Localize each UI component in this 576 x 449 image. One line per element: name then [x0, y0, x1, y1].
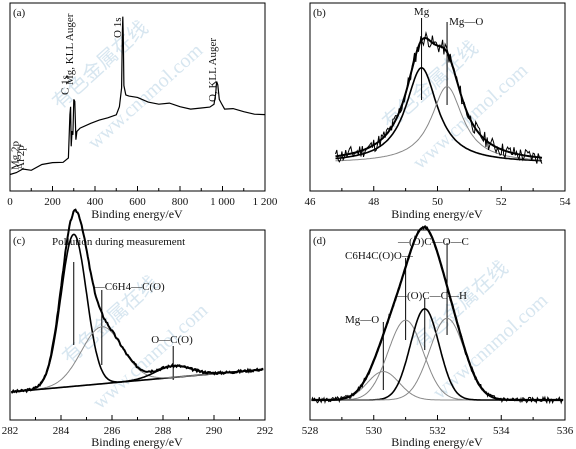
panel-b-annotation-mgo: Mg—O: [449, 16, 483, 28]
panel-c-xtick-label: 288: [155, 425, 172, 437]
panel-a-series: [9, 16, 266, 176]
panel-d-xtick-label: 528: [302, 425, 319, 437]
panel-d-series: [311, 225, 564, 405]
panel-a-annotation-o1s: O 1s: [112, 18, 124, 38]
panel-b-xtick-label: 52: [496, 196, 507, 208]
panel-d-xtick-label: 532: [429, 425, 446, 437]
panel-c-label: (c): [13, 235, 26, 247]
panel-b-annotations: Mg Mg—O: [414, 6, 483, 105]
panel-b-envelope-line: [335, 36, 543, 159]
panel-d-xtick-label: 534: [493, 425, 510, 437]
panel-c: (c) Pollution during measurement 282 284 2…: [2, 208, 274, 449]
panel-c-xtick-label: 284: [53, 425, 70, 437]
panel-d-annotation-ocoh: —(O)C—C—H: [395, 290, 467, 302]
panel-c-annotation-oco: O—C(O): [151, 334, 193, 346]
panel-a-spectrum-line: [9, 16, 266, 176]
panel-c-frame: [9, 229, 266, 421]
panel-d-xtick-label: 530: [366, 425, 383, 437]
panel-b-annotation-mg: Mg: [414, 6, 430, 18]
panel-b-xtick-label: 46: [305, 196, 317, 208]
panel-c-envelope-line: [11, 208, 264, 394]
panel-a-xtick-label: 600: [129, 196, 146, 208]
panel-c-xtick-label: 282: [2, 425, 19, 437]
panel-b-label: (b): [313, 7, 326, 19]
panel-d-xlabel: Binding energy/eV: [391, 435, 483, 449]
panel-a-annotation-mgkll: Mg, KLL Auger: [64, 13, 76, 85]
panel-b: (b) 46 48 50 52 54 Mg Mg—O Binding energy/eV: [305, 2, 572, 221]
panel-b-xtick-label: 54: [560, 196, 572, 208]
panel-a-label: (a): [13, 7, 26, 19]
panel-b-ticks: 46 48 50 52 54: [305, 186, 572, 208]
panel-a-annotation-al2p: Al 2p: [15, 145, 27, 170]
panel-d: (d) 528 530 532 534 536 Mg—O C6H4C(O)O— —(O)C—…: [302, 225, 574, 449]
panel-a-annotation-c1s: C 1s: [60, 75, 72, 95]
panel-a-annotation-okll: O, KLL Auger: [207, 38, 219, 102]
panel-c-xtick-label: 292: [257, 425, 274, 437]
panel-d-raw-line: [311, 225, 564, 405]
panel-c-annotation-c6h4: —C6H4—C(O): [93, 281, 165, 293]
panel-b-component-1: [335, 86, 543, 162]
panel-a-xtick-label: 800: [172, 196, 189, 208]
panel-d-ticks: 528 530 532 534 536: [302, 415, 574, 437]
panel-b-xtick-label: 48: [368, 196, 380, 208]
panel-d-xtick-label: 536: [557, 425, 574, 437]
panel-b-component-0: [335, 67, 543, 162]
panel-b-frame: [309, 2, 566, 192]
panel-c-ticks: 282 284 286 288 290 292: [2, 415, 274, 437]
panel-b-xlabel: Binding energy/eV: [391, 207, 483, 221]
panel-a-xtick-label: 0: [7, 196, 13, 208]
panel-b-series: [335, 31, 543, 164]
panel-a-ticks: 0 200 400 600 800 1 000 1 200: [7, 186, 278, 208]
panel-c-xtick-label: 286: [104, 425, 121, 437]
panel-c-xtick-label: 290: [206, 425, 223, 437]
panel-b-raw-line: [335, 31, 543, 164]
panel-c-xlabel: Binding energy/eV: [91, 435, 183, 449]
panel-a-xtick-label: 400: [87, 196, 104, 208]
panel-b-xtick-label: 50: [432, 196, 444, 208]
panel-a-xlabel: Binding energy/eV: [91, 207, 183, 221]
panel-a-xtick-label: 1 000: [210, 196, 235, 208]
panel-a-xtick-label: 1 200: [253, 196, 278, 208]
panel-d-annotation-c6h4co: C6H4C(O)O—: [345, 250, 414, 262]
panel-a-xtick-label: 200: [44, 196, 61, 208]
panel-d-annotation-mgo: Mg—O: [345, 314, 379, 326]
panel-d-label: (d): [313, 235, 326, 247]
panel-a-annotation-mg2p: Mg 2p: [10, 140, 22, 170]
panel-c-annotations: —C6H4—C(O) O—C(O): [73, 262, 193, 380]
panel-c-series: [11, 208, 264, 394]
